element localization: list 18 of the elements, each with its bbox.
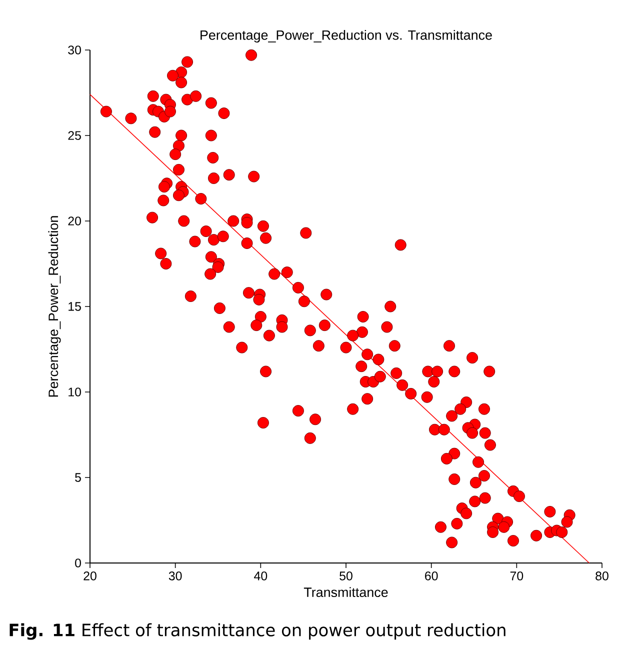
x-tick-label: 80 xyxy=(596,572,608,580)
y-tick-label: 30 xyxy=(68,46,81,54)
y-tick-label: 25 xyxy=(68,131,81,140)
x-tick-label: 20 xyxy=(84,572,96,580)
x-tick-label: 40 xyxy=(254,572,268,580)
x-axis-title: Transmittance xyxy=(304,587,388,598)
x-tick-label: 50 xyxy=(340,572,352,580)
x-tick-label: 70 xyxy=(510,572,524,580)
text: Fig. 11 Effect of transmittance on power output reduction xyxy=(10,623,506,640)
y-tick-label: 0 xyxy=(75,558,81,568)
y-tick-label: 15 xyxy=(68,302,81,311)
chart-title: Percentage_Power_Reduction vs. Transmittance xyxy=(200,30,492,43)
y-tick-label: 20 xyxy=(68,216,81,226)
y-axis-title: Percentage_Power_Reduction xyxy=(48,216,61,397)
y-tick-label: 5 xyxy=(75,473,81,482)
x-tick-label: 30 xyxy=(168,572,182,580)
x-tick-label: 60 xyxy=(425,572,438,580)
y-tick-label: 10 xyxy=(68,388,81,396)
